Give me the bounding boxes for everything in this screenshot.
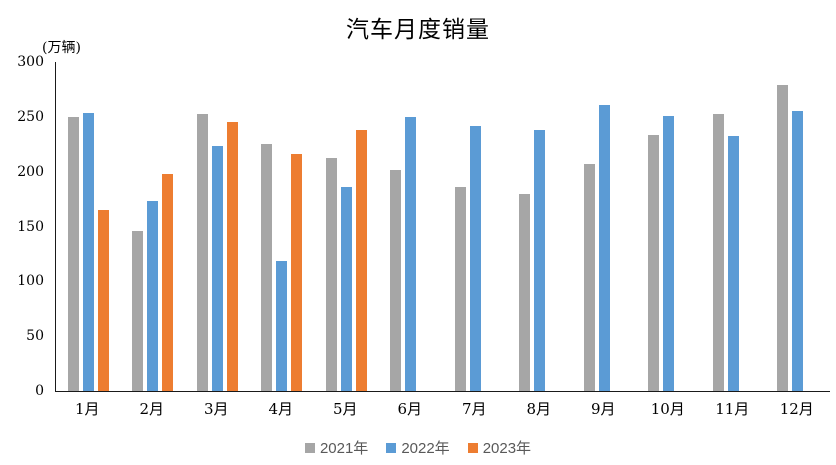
- y-tick-label: 100: [17, 273, 44, 290]
- bar-group-3月: [185, 62, 250, 391]
- bar-2022年-1月: [82, 113, 94, 391]
- y-tick-label: 300: [17, 54, 44, 70]
- legend-label: 2022年: [401, 440, 450, 457]
- bar-group-2月: [121, 62, 186, 391]
- bar-2022年-2月: [147, 200, 159, 391]
- bar-group-10月: [637, 62, 702, 391]
- x-axis-labels: 1月 2月 3月 4月 5月 6月 7月 8月 9月 10月 11月 12月: [55, 398, 829, 418]
- bar-2023年-4月: [291, 154, 303, 391]
- plot-area: [55, 62, 830, 392]
- bar-2023年-5月: [355, 129, 367, 391]
- y-tick-label: 50: [26, 328, 44, 345]
- y-tick-label: 250: [17, 108, 44, 125]
- x-axis-label-11月: 11月: [715, 400, 750, 418]
- x-axis-label-7月: 7月: [461, 400, 487, 418]
- bar-2023年-3月: [226, 122, 238, 391]
- bar-2022年-8月: [534, 129, 546, 391]
- y-axis-unit-label: (万辆): [42, 40, 81, 56]
- x-axis-label-12月: 12月: [779, 400, 814, 418]
- bar-2021年-2月: [132, 231, 144, 391]
- bar-group-11月: [701, 62, 766, 391]
- bar-2021年-7月: [454, 186, 466, 391]
- bar-2021年-12月: [777, 85, 789, 391]
- legend-item-2022年: 2022年: [386, 437, 450, 458]
- bar-2021年-1月: [67, 116, 79, 391]
- legend-swatch-icon: [467, 442, 478, 453]
- bar-2022年-9月: [598, 104, 610, 391]
- legend-item-2021年: 2021年: [304, 437, 369, 458]
- bar-2022年-11月: [727, 135, 739, 391]
- bar-group-4月: [250, 62, 315, 391]
- bar-group-5月: [314, 62, 379, 391]
- bar-2021年-5月: [325, 157, 337, 391]
- bar-2021年-10月: [648, 135, 660, 391]
- bar-2023年-2月: [162, 174, 174, 391]
- bar-2023年-1月: [97, 210, 109, 391]
- x-axis-label-3月: 3月: [203, 400, 229, 418]
- bar-group-12月: [766, 62, 831, 391]
- legend: 2021年 2022年 2023年: [0, 437, 836, 458]
- bar-2021年-8月: [519, 193, 531, 391]
- x-axis-label-5月: 5月: [332, 400, 358, 418]
- bar-group-6月: [379, 62, 444, 391]
- bar-2021年-11月: [712, 114, 724, 391]
- bar-2022年-6月: [405, 116, 417, 391]
- bar-2021年-3月: [196, 113, 208, 391]
- legend-label: 2021年: [319, 440, 369, 457]
- bar-2022年-10月: [663, 116, 675, 391]
- legend-swatch-icon: [386, 442, 397, 453]
- chart-title: 汽车月度销量: [346, 17, 490, 43]
- legend-item-2023年: 2023年: [467, 437, 532, 458]
- y-tick-label: 0: [35, 383, 44, 399]
- x-axis-label-2月: 2月: [139, 400, 165, 418]
- bar-2022年-5月: [340, 186, 352, 391]
- x-axis-label-8月: 8月: [526, 400, 552, 418]
- y-tick-label: 200: [17, 163, 44, 180]
- bar-group-8月: [508, 62, 573, 391]
- bar-group-9月: [572, 62, 637, 391]
- bar-2021年-6月: [390, 170, 402, 391]
- x-axis-label-1月: 1月: [74, 400, 100, 418]
- bar-2021年-4月: [261, 144, 273, 391]
- y-tick-label: 150: [17, 218, 44, 235]
- x-axis-label-10月: 10月: [650, 400, 685, 418]
- bar-group-1月: [56, 62, 121, 391]
- x-axis-label-6月: 6月: [397, 400, 423, 418]
- y-axis-tick-labels: 0 50 100 150 200 250 300: [0, 54, 44, 399]
- legend-label: 2023年: [482, 440, 532, 457]
- legend-swatch-icon: [304, 442, 315, 453]
- bar-2022年-7月: [469, 125, 481, 391]
- x-axis-label-9月: 9月: [590, 400, 616, 418]
- x-axis-label-4月: 4月: [268, 400, 294, 418]
- bar-2021年-9月: [583, 164, 595, 391]
- bar-2022年-4月: [276, 261, 288, 391]
- bar-2022年-3月: [211, 146, 223, 391]
- bar-group-7月: [443, 62, 508, 391]
- bar-2022年-12月: [792, 110, 804, 391]
